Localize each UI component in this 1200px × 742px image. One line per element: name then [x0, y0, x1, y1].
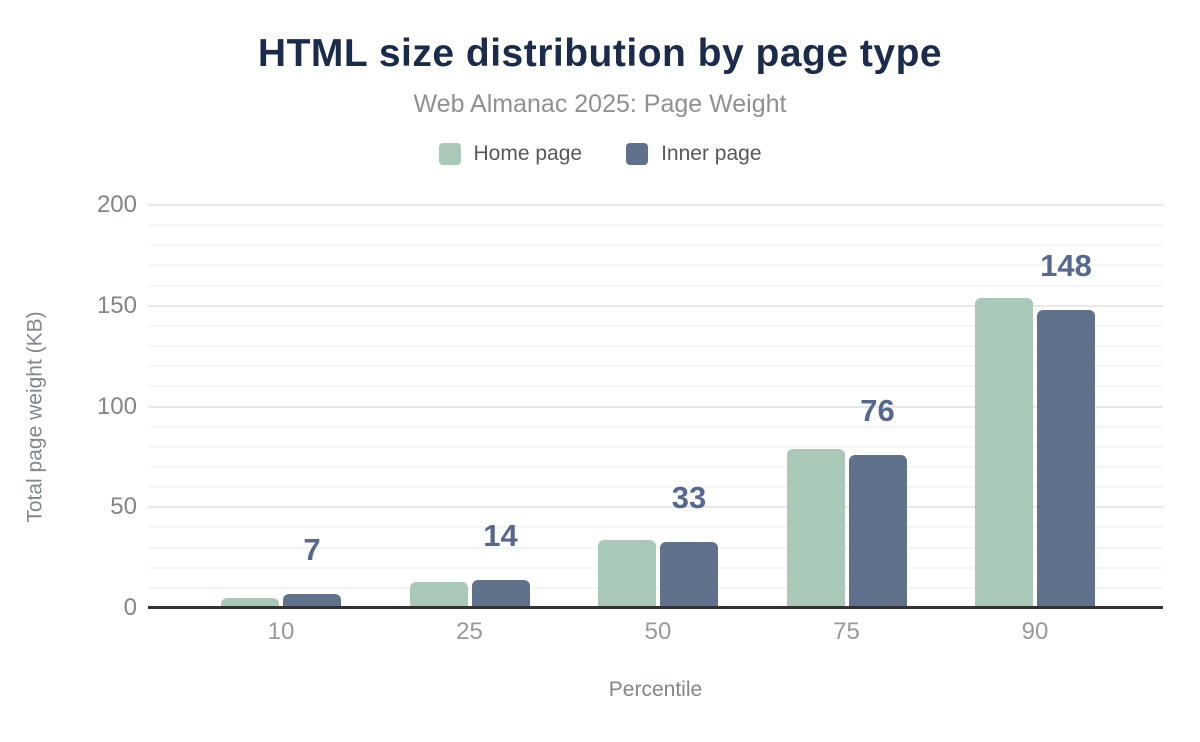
major-gridline-100 [148, 405, 1163, 408]
minor-gridline-80 [148, 445, 1163, 448]
inner-page-swatch-icon [626, 143, 649, 165]
chart-subtitle: Web Almanac 2025: Page Weight [413, 90, 787, 118]
bar-inner-page-p90 [1037, 309, 1095, 608]
minor-gridline-160 [148, 284, 1163, 287]
data-label-p50: 33 [671, 479, 707, 515]
minor-gridline-110 [148, 385, 1163, 388]
minor-gridline-60 [148, 486, 1163, 489]
minor-gridline-40 [148, 526, 1163, 529]
data-label-p10: 7 [303, 531, 321, 567]
minor-gridline-190 [148, 224, 1163, 227]
bar-inner-page-p10 [283, 593, 341, 608]
major-gridline-200 [148, 204, 1163, 206]
bar-inner-page-p75 [848, 454, 907, 608]
x-tick-25: 25 [456, 618, 483, 645]
y-tick-150: 150 [96, 291, 137, 319]
legend-label-inner-page: Inner page [661, 142, 762, 165]
y-tick-100: 100 [96, 392, 137, 420]
y-tick-0: 0 [123, 594, 137, 621]
legend-label-home-page: Home page [473, 142, 583, 165]
minor-gridline-180 [148, 244, 1163, 247]
minor-gridline-140 [148, 324, 1163, 327]
major-gridline-50 [148, 506, 1163, 509]
minor-gridline-70 [148, 465, 1163, 468]
x-tick-75: 75 [833, 618, 860, 645]
data-label-p75: 76 [860, 392, 895, 428]
bar-inner-page-p25 [471, 579, 530, 608]
chart-title: HTML size distribution by page type [257, 32, 943, 75]
bar-home-page-p10 [221, 597, 279, 608]
bar-home-page-p50 [598, 539, 656, 608]
x-tick-90: 90 [1021, 618, 1049, 645]
x-tick-50: 50 [644, 618, 672, 645]
bar-home-page-p25 [409, 581, 468, 608]
x-axis-title: Percentile [608, 678, 703, 701]
plot-area: 7 14 33 76 148 [148, 204, 1163, 609]
x-axis-line [148, 606, 1163, 609]
minor-gridline-90 [148, 425, 1163, 428]
bar-home-page-p75 [786, 448, 845, 608]
major-gridline-150 [148, 304, 1163, 307]
y-tick-200: 200 [96, 191, 137, 218]
minor-gridline-120 [148, 365, 1163, 368]
minor-gridline-170 [148, 264, 1163, 267]
bar-inner-page-p50 [660, 541, 718, 608]
bar-home-page-p90 [975, 297, 1033, 608]
data-label-p90: 148 [1040, 247, 1092, 283]
minor-gridline-130 [148, 345, 1163, 348]
x-tick-10: 10 [267, 618, 295, 645]
legend-item-home-page: Home page [438, 142, 583, 166]
y-tick-50: 50 [110, 493, 137, 521]
data-label-p25: 14 [483, 517, 518, 553]
home-page-swatch-icon [438, 143, 461, 165]
legend: Home page Inner page [0, 142, 1200, 166]
legend-item-inner-page: Inner page [626, 142, 762, 166]
